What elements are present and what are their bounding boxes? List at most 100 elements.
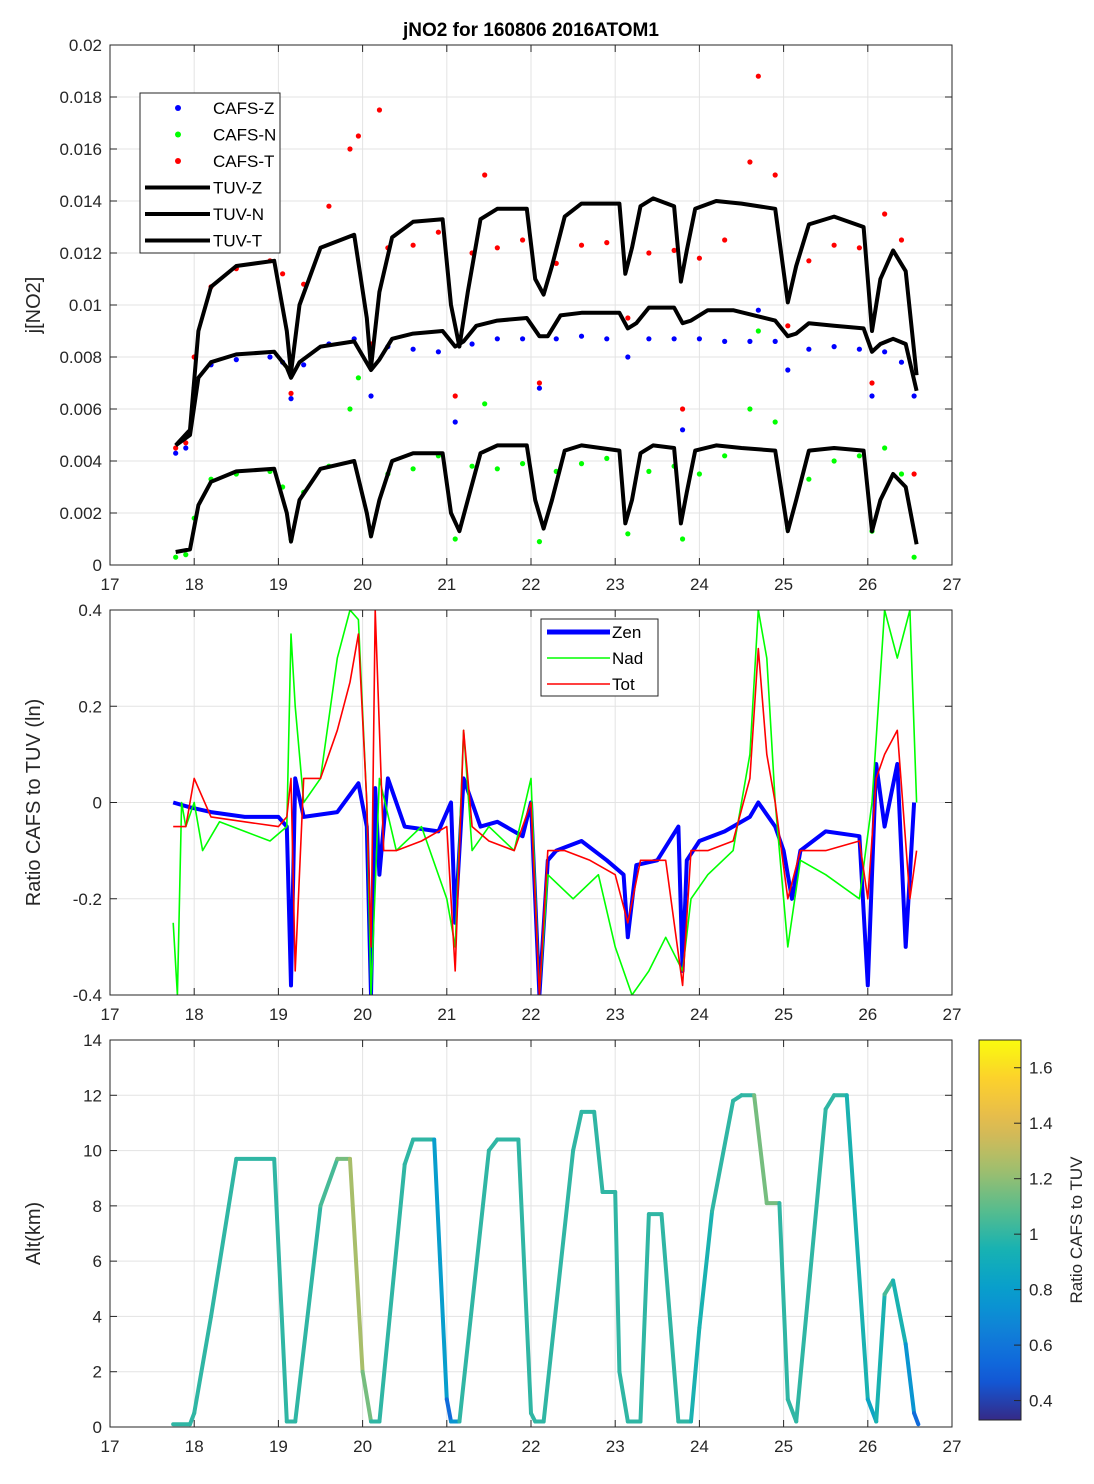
x-tick-label: 26 [858,575,877,594]
altitude-segment [912,1411,921,1427]
y-axis-label: Alt(km) [23,1202,45,1265]
altitude-segment [444,1397,454,1424]
altitude-segment [347,1156,365,1374]
point-cafs-z [747,338,753,344]
point-cafs-z [831,344,837,350]
point-cafs-t [772,172,778,178]
x-tick-label: 19 [269,1005,288,1024]
point-cafs-n [679,536,686,542]
series-layer [173,73,919,560]
altitude-segment [318,1156,340,1208]
legend-marker [175,131,181,138]
point-cafs-t [898,237,905,243]
series-line-tuv-t [174,196,919,447]
point-cafs-t [646,250,652,256]
y-tick-label: 0.014 [59,192,102,211]
point-cafs-z [494,336,500,342]
point-cafs-z [173,450,179,456]
y-tick-label: 0.01 [69,296,102,315]
point-cafs-n [604,455,610,461]
point-cafs-z [722,338,728,344]
y-tick-label: 0.006 [59,400,102,419]
y-tick-label: 0.004 [59,452,102,471]
panel-ratio-ln: 17 18 19 20 21 22 23 24 25 26 27 -0.4 -0.2 0 0.2 0.4 Rat… [23,601,961,1024]
y-tick-label: 0 [93,556,102,575]
point-cafs-n [347,406,353,412]
point-cafs-t [856,245,862,251]
x-tick-label: 26 [858,1437,877,1456]
point-cafs-n [355,375,361,381]
x-tick-label: 18 [185,1005,204,1024]
altitude-segment [486,1137,500,1153]
altitude-segment [360,1369,374,1424]
series-line-tuv-z [174,305,919,448]
x-tick-label: 21 [437,1005,456,1024]
point-cafs-t [722,237,728,243]
point-cafs-z [288,396,294,402]
point-cafs-t [671,247,677,253]
legend-label: CAFS-N [213,126,276,145]
x-tick-label: 20 [353,575,372,594]
point-cafs-t [288,390,294,396]
altitude-segment [697,1209,715,1330]
point-cafs-z [578,333,585,339]
x-tick-label: 25 [774,1437,793,1456]
legend-label: TUV-T [213,232,262,251]
legend-label: CAFS-Z [213,99,274,118]
x-tick-label: 17 [101,1437,120,1456]
x-tick-label: 17 [101,575,120,594]
point-cafs-t [494,245,500,251]
x-tick-label: 24 [690,1005,709,1024]
x-tick-label: 25 [774,575,793,594]
x-tick-label: 27 [943,1005,962,1024]
point-cafs-t [347,146,353,152]
x-tick-label: 24 [690,1437,709,1456]
x-tick-label: 23 [606,1005,625,1024]
point-cafs-z [604,336,610,342]
point-cafs-n [898,471,905,477]
point-cafs-n [755,328,761,334]
point-cafs-z [869,393,875,399]
point-cafs-z [785,367,791,373]
x-tick-label: 19 [269,1437,288,1456]
altitude-segment [377,1162,407,1424]
point-cafs-t [696,255,703,261]
point-cafs-z [267,354,273,360]
altitude-segment [659,1212,681,1424]
x-tick-label: 17 [101,1005,120,1024]
point-cafs-n [831,458,837,464]
altitude-segment [571,1109,584,1153]
x-tick-label: 24 [690,575,709,594]
legend-label: Tot [612,675,635,694]
x-tick-label: 18 [185,575,204,594]
y-tick-label: 12 [83,1086,102,1105]
point-cafs-n [806,476,812,482]
point-cafs-z [898,359,905,365]
point-cafs-z [301,362,307,368]
point-cafs-n [469,463,475,469]
legend-label: TUV-N [213,205,264,224]
x-tick-label: 21 [437,575,456,594]
point-cafs-z [679,427,686,433]
colorbar-tick-label: 1.6 [1029,1059,1053,1078]
x-tick-label: 27 [943,1437,962,1456]
altitude-segment [688,1325,702,1424]
colorbar-scale [978,1039,1022,1421]
point-cafs-t [679,406,686,412]
y-tick-label: 0.002 [59,504,102,523]
point-cafs-n [772,419,778,425]
y-tick-label: 0.2 [78,697,102,716]
point-cafs-t [376,107,383,113]
point-cafs-n [410,466,416,472]
point-cafs-n [578,461,585,467]
x-tick-label: 20 [353,1437,372,1456]
altitude-segment [402,1137,416,1167]
y-tick-label: 8 [93,1197,102,1216]
point-cafs-n [722,453,728,459]
point-cafs-n [536,539,543,545]
point-cafs-n [183,552,189,558]
altitude-segment [613,1190,622,1374]
altitude-segment [516,1137,533,1416]
y-tick-label: -0.2 [73,890,102,909]
